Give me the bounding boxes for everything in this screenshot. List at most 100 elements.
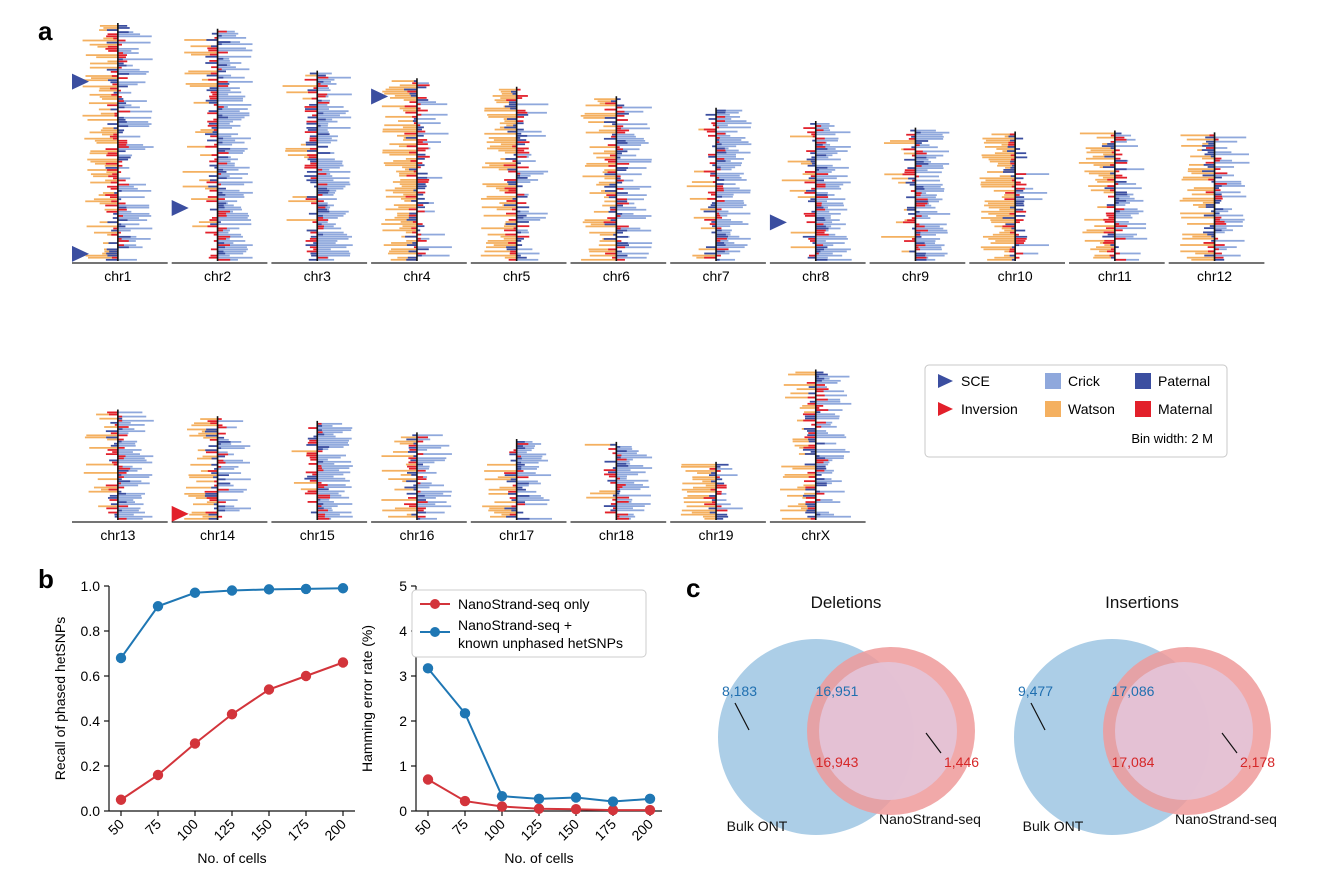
strand-bin [990,219,1016,221]
chromosome-label: chr6 [603,268,630,284]
haplotype-bin [317,422,322,425]
strand-bin [388,515,417,518]
strand-bin [416,141,441,143]
haplotype-bin [313,242,318,244]
haplotype-bin [416,197,425,200]
strand-bin [117,167,130,169]
haplotype-bin [808,177,816,180]
strand-bin [585,225,617,228]
strand-bin [716,145,737,148]
strand-bin [317,460,352,463]
haplotype-bin [304,175,318,177]
haplotype-bin [815,499,821,501]
haplotype-bin [716,111,726,114]
haplotype-bin [109,459,118,462]
strand-bin [790,246,816,249]
haplotype-bin [516,109,526,112]
strand-bin [616,135,636,138]
haplotype-bin [807,256,816,259]
haplotype-bin [117,43,122,46]
haplotype-bin [213,240,218,242]
legend-watson: Watson [1068,401,1115,417]
strand-bin [1114,140,1127,143]
haplotype-bin [815,225,826,228]
strand-bin [390,248,417,251]
chromosome-label: chr9 [902,268,929,284]
haplotype-bin [815,377,825,380]
haplotype-bin [716,109,726,112]
strand-bin [1180,244,1215,246]
strand-bin [381,223,417,225]
strand-bin [996,148,1016,150]
strand-bin [416,503,436,506]
haplotype-bin [114,515,118,518]
haplotype-bin [815,183,826,186]
strand-bin [616,484,643,486]
strand-bin [790,135,816,138]
haplotype-bin [915,144,920,147]
chromosome-label: chrX [801,527,830,543]
haplotype-bin [113,463,118,466]
strand-bin [392,191,417,194]
haplotype-bin [716,239,721,242]
strand-bin [802,405,816,407]
haplotype-bin [616,127,621,130]
haplotype-bin [217,168,224,171]
haplotype-bin [210,72,218,75]
strand-bin [815,152,838,155]
strand-bin [481,206,517,209]
haplotype-bin [404,132,417,135]
haplotype-bin [716,115,726,118]
strand-bin [385,218,417,221]
haplotype-bin [217,478,226,481]
haplotype-bin [604,173,617,176]
strand-bin [190,45,218,48]
chromosome-label: chr14 [200,527,235,543]
haplotype-bin [1214,168,1221,170]
strand-bin [593,152,617,155]
strand-bin [217,112,250,115]
haplotype-bin [117,156,131,159]
haplotype-bin [1105,212,1115,215]
haplotype-bin [117,472,127,474]
strand-bin [117,210,132,213]
haplotype-bin [915,256,927,259]
strand-bin [191,511,218,514]
strand-bin [292,196,318,198]
haplotype-bin [317,469,324,472]
strand-bin [683,501,717,504]
strand-bin [185,486,218,489]
strand-bin [982,156,1016,159]
strand-bin [716,231,731,234]
haplotype-bin [416,153,426,156]
haplotype-bin [803,428,816,430]
strand-bin [385,208,417,211]
strand-bin [317,513,340,516]
strand-bin [589,146,617,149]
haplotype-bin [106,436,118,439]
strand-bin [217,208,242,211]
haplotype-bin [217,250,224,253]
haplotype-bin [1214,195,1223,198]
strand-bin [795,371,816,374]
strand-bin [482,183,517,186]
strand-bin [787,494,816,497]
chromosome-label: chr5 [503,268,530,284]
haplotype-bin [516,256,527,259]
haplotype-bin [1201,149,1215,151]
haplotype-bin [1009,231,1016,234]
strand-bin [596,183,617,186]
haplotype-bin [117,223,122,226]
strand-bin [598,181,617,184]
haplotype-bin [510,107,517,110]
strand-bin [987,258,1016,261]
strand-bin [716,122,752,125]
haplotype-bin [1114,153,1123,156]
haplotype-bin [716,476,720,479]
haplotype-bin [106,29,118,31]
haplotype-bin [616,458,627,461]
haplotype-bin [1010,175,1016,178]
haplotype-bin [516,147,529,150]
strand-bin [317,237,349,240]
strand-bin [317,435,336,438]
